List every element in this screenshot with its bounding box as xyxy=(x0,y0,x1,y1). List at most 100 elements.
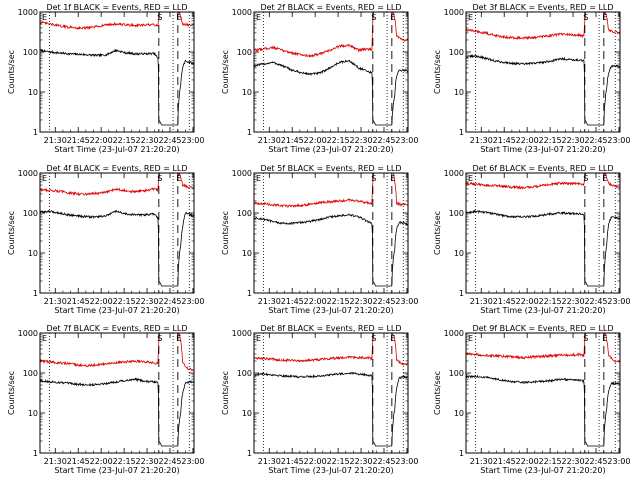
y-tick-label: 10 xyxy=(242,409,252,418)
plot-frame xyxy=(465,11,621,133)
marker-e-left-label: E xyxy=(256,13,261,22)
y-tick-label: 100 xyxy=(449,48,464,57)
chart-title: Det 5f BLACK = Events, RED = LLD xyxy=(260,164,401,173)
y-axis-label: Counts/sec xyxy=(7,50,16,94)
y-tick-label: 1000 xyxy=(232,329,252,338)
y-axis-label: Counts/sec xyxy=(221,371,230,415)
y-tick-label: 1 xyxy=(459,449,464,458)
y-tick-label: 100 xyxy=(237,209,252,218)
marker-s-label: S xyxy=(157,13,162,22)
plot-frame xyxy=(253,11,409,133)
marker-e-left-label: E xyxy=(42,174,47,183)
x-tick-label: 21:30 xyxy=(44,457,67,466)
y-tick-label: 1 xyxy=(459,289,464,298)
x-tick-label: 22:00 xyxy=(304,457,327,466)
chart-title: Det 3f BLACK = Events, RED = LLD xyxy=(472,3,613,12)
marker-s-label: S xyxy=(157,334,162,343)
marker-e-label: E xyxy=(176,334,181,343)
y-tick-label: 1000 xyxy=(444,329,464,338)
x-tick-label: 22:15 xyxy=(113,297,136,306)
series-line-events xyxy=(39,48,195,126)
series-line-lld xyxy=(253,11,409,59)
marker-e-left-label: E xyxy=(468,13,473,22)
y-axis-label: Counts/sec xyxy=(433,50,442,94)
x-axis-label: Start Time (23-Jul-07 21:20:20) xyxy=(268,466,393,475)
series-line-lld xyxy=(465,11,621,41)
y-tick-label: 1 xyxy=(459,128,464,137)
x-tick-label: 22:15 xyxy=(327,457,350,466)
x-axis-label: Start Time (23-Jul-07 21:20:20) xyxy=(54,466,179,475)
x-tick-label: 23:00 xyxy=(395,457,418,466)
series-line-events xyxy=(253,213,409,287)
x-tick-label: 21:45 xyxy=(493,136,516,145)
series-line-events xyxy=(39,377,195,447)
plot-frame xyxy=(39,11,195,133)
x-tick-label: 21:45 xyxy=(493,457,516,466)
x-tick-label: 22:00 xyxy=(516,457,539,466)
y-tick-label: 100 xyxy=(23,369,38,378)
y-tick-label: 1 xyxy=(247,289,252,298)
y-tick-label: 1000 xyxy=(18,8,38,17)
y-tick-label: 1000 xyxy=(444,169,464,178)
x-tick-label: 21:45 xyxy=(281,297,304,306)
series-line-events xyxy=(39,209,195,287)
marker-e-left-label: E xyxy=(42,13,47,22)
marker-s-label: S xyxy=(371,174,376,183)
plot-frame xyxy=(465,172,621,294)
x-tick-label: 21:30 xyxy=(44,297,67,306)
x-tick-label: 22:30 xyxy=(562,457,585,466)
x-tick-label: 22:45 xyxy=(372,136,395,145)
x-tick-label: 22:45 xyxy=(584,136,607,145)
x-tick-label: 21:30 xyxy=(470,136,493,145)
x-tick-label: 21:30 xyxy=(258,136,281,145)
plot-frame xyxy=(39,172,195,294)
marker-e-label: E xyxy=(602,334,607,343)
x-axis-label: Start Time (23-Jul-07 21:20:20) xyxy=(480,145,605,154)
y-axis-label: Counts/sec xyxy=(433,211,442,255)
y-tick-label: 10 xyxy=(454,88,464,97)
y-tick-label: 100 xyxy=(237,369,252,378)
x-tick-label: 22:30 xyxy=(562,297,585,306)
x-tick-label: 22:45 xyxy=(372,297,395,306)
marker-e-left-label: E xyxy=(256,334,261,343)
x-tick-label: 22:30 xyxy=(136,457,159,466)
marker-e-label: E xyxy=(390,174,395,183)
x-tick-label: 22:15 xyxy=(539,457,562,466)
y-tick-label: 1000 xyxy=(232,169,252,178)
x-tick-label: 21:30 xyxy=(470,457,493,466)
x-tick-label: 23:00 xyxy=(607,457,630,466)
y-axis-label: Counts/sec xyxy=(7,371,16,415)
marker-e-left-label: E xyxy=(42,334,47,343)
x-tick-label: 22:30 xyxy=(562,136,585,145)
y-tick-label: 100 xyxy=(23,209,38,218)
y-tick-label: 1 xyxy=(247,449,252,458)
series-line-events xyxy=(254,371,409,447)
series-line-lld xyxy=(253,332,409,366)
marker-e-left-label: E xyxy=(256,174,261,183)
x-tick-label: 23:00 xyxy=(395,136,418,145)
x-tick-label: 22:45 xyxy=(158,457,181,466)
x-tick-label: 22:45 xyxy=(584,297,607,306)
series-line-events xyxy=(465,209,621,287)
series-line-lld xyxy=(39,172,195,197)
x-axis-label: Start Time (23-Jul-07 21:20:20) xyxy=(54,145,179,154)
x-tick-label: 22:15 xyxy=(113,136,136,145)
y-tick-label: 100 xyxy=(237,48,252,57)
x-tick-label: 22:30 xyxy=(350,457,373,466)
x-tick-label: 22:30 xyxy=(136,297,159,306)
marker-s-label: S xyxy=(371,13,376,22)
y-axis-label: Counts/sec xyxy=(7,211,16,255)
x-tick-label: 22:30 xyxy=(350,136,373,145)
x-tick-label: 22:00 xyxy=(516,297,539,306)
marker-s-label: S xyxy=(583,13,588,22)
y-tick-label: 10 xyxy=(28,88,38,97)
x-tick-label: 21:30 xyxy=(258,297,281,306)
y-tick-label: 1 xyxy=(33,128,38,137)
